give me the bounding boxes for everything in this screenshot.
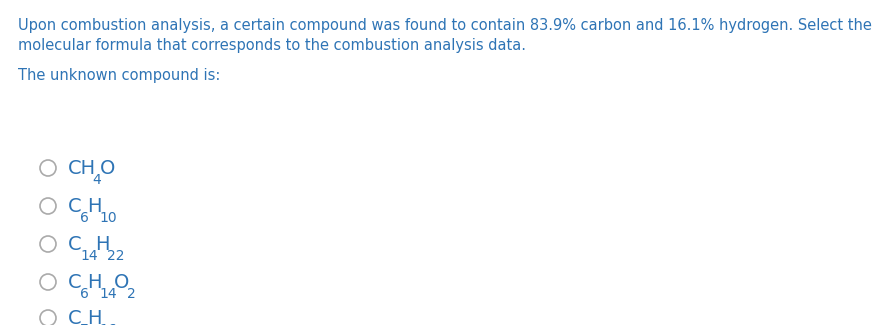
Text: C: C [68, 308, 81, 325]
Text: O: O [114, 272, 129, 292]
Text: H: H [88, 308, 102, 325]
Text: 14: 14 [80, 249, 98, 263]
Text: O: O [100, 159, 115, 177]
Text: H: H [88, 272, 102, 292]
Text: 22: 22 [107, 249, 124, 263]
Text: C: C [68, 235, 81, 254]
Text: molecular formula that corresponds to the combustion analysis data.: molecular formula that corresponds to th… [18, 38, 526, 53]
Text: The unknown compound is:: The unknown compound is: [18, 68, 221, 83]
Text: 6: 6 [80, 287, 89, 301]
Text: 10: 10 [100, 211, 118, 225]
Text: H: H [95, 235, 109, 254]
Text: C: C [68, 272, 81, 292]
Text: H: H [88, 197, 102, 215]
Text: Upon combustion analysis, a certain compound was found to contain 83.9% carbon a: Upon combustion analysis, a certain comp… [18, 18, 872, 33]
Text: 6: 6 [80, 211, 89, 225]
Text: 4: 4 [93, 173, 102, 187]
Text: 2: 2 [127, 287, 136, 301]
Text: C: C [68, 197, 81, 215]
Text: 7: 7 [80, 323, 89, 325]
Text: 14: 14 [100, 287, 118, 301]
Text: 16: 16 [100, 323, 118, 325]
Text: CH: CH [68, 159, 96, 177]
